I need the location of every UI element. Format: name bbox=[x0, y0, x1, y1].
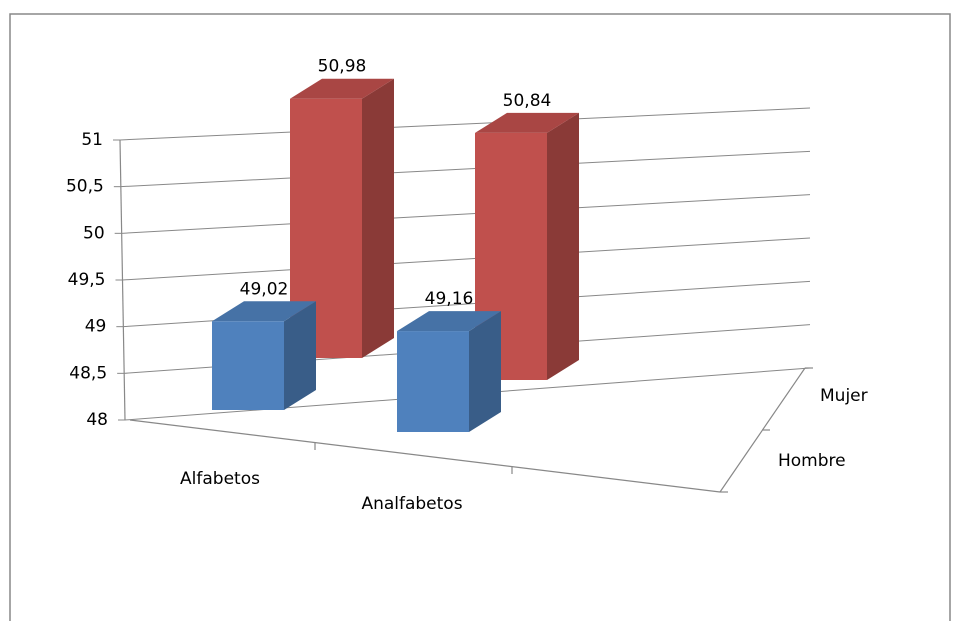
y-tick-label: 50 bbox=[83, 223, 105, 243]
value-label: 50,98 bbox=[318, 57, 367, 77]
bar-side bbox=[362, 78, 394, 359]
y-tick-label: 48 bbox=[86, 410, 108, 430]
floor bbox=[129, 367, 813, 493]
bar-top bbox=[290, 78, 394, 99]
bar-top bbox=[212, 301, 316, 322]
y-tick-label: 49 bbox=[85, 317, 107, 337]
x-tick-label: Alfabetos bbox=[180, 469, 260, 489]
chart-frame bbox=[9, 13, 951, 621]
grid-line bbox=[120, 150, 811, 188]
bar-side bbox=[284, 301, 316, 410]
bar bbox=[397, 331, 469, 432]
bar-top bbox=[475, 112, 579, 133]
bar bbox=[212, 321, 284, 410]
grid-line bbox=[119, 107, 811, 141]
x-tick-label: Analfabetos bbox=[361, 494, 462, 514]
y-tick-label: 48,5 bbox=[69, 363, 107, 383]
y-tick-label: 50,5 bbox=[66, 177, 104, 197]
bar-side bbox=[469, 311, 501, 432]
series-label: Mujer bbox=[820, 386, 868, 406]
bar-side bbox=[547, 112, 579, 381]
grid-line bbox=[122, 237, 811, 281]
value-label: 50,84 bbox=[503, 91, 552, 111]
value-label: 49,16 bbox=[425, 289, 474, 309]
bar-top bbox=[397, 311, 501, 332]
y-tick-label: 51 bbox=[81, 130, 103, 150]
value-label: 49,02 bbox=[240, 279, 289, 299]
series-label: Hombre bbox=[778, 451, 846, 471]
y-tick-label: 49,5 bbox=[68, 270, 106, 290]
grid-line bbox=[121, 194, 811, 234]
floor-front-edge bbox=[129, 419, 721, 493]
